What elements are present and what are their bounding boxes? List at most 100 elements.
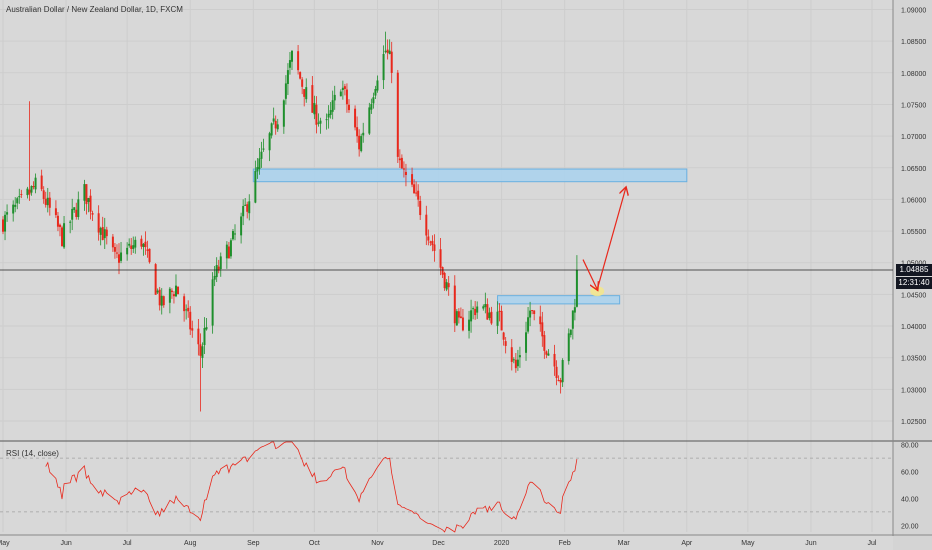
- candle-body: [339, 91, 342, 97]
- candle-body: [343, 86, 346, 89]
- candle-body: [512, 359, 515, 361]
- candle-body: [58, 224, 61, 227]
- candle-body: [445, 282, 448, 290]
- projection-arrow: [582, 259, 597, 290]
- candle-body: [217, 266, 220, 271]
- rsi-tick-label: 20.00: [901, 523, 919, 530]
- candle-body: [290, 50, 293, 62]
- candle-body: [34, 177, 37, 190]
- time-tick-label: Sep: [247, 540, 260, 547]
- candle-body: [146, 249, 149, 251]
- candle-body: [219, 256, 222, 270]
- candle-body: [575, 270, 578, 307]
- candle-body: [44, 198, 47, 205]
- candle-body: [543, 335, 546, 351]
- time-tick-label: May: [741, 540, 755, 547]
- candle-body: [156, 290, 159, 293]
- price-tick-label: 1.06500: [901, 166, 926, 173]
- candle-body: [413, 184, 416, 194]
- candle-body: [274, 120, 277, 129]
- candle-body: [439, 249, 442, 268]
- candle-body: [360, 136, 363, 152]
- candle-body: [28, 189, 31, 195]
- candle-body: [573, 307, 576, 313]
- price-tick-label: 1.06000: [901, 197, 926, 204]
- candle-body: [46, 197, 49, 206]
- time-tick-label: Jun: [60, 540, 71, 547]
- candle-body: [63, 223, 66, 248]
- candle-body: [118, 254, 121, 263]
- candle-body: [91, 213, 94, 215]
- candle-body: [490, 311, 493, 324]
- price-tick-label: 1.08500: [901, 39, 926, 46]
- candle-body: [571, 310, 574, 329]
- candle-body: [527, 317, 530, 332]
- candle-body: [89, 195, 92, 212]
- candle-body: [284, 83, 287, 99]
- candle-body: [374, 89, 377, 96]
- candle-body: [148, 248, 151, 263]
- time-tick-label: Aug: [184, 540, 197, 547]
- candle-body: [529, 310, 532, 318]
- candle-body: [113, 247, 116, 252]
- candle-body: [514, 359, 517, 369]
- candle-body: [126, 247, 129, 255]
- rsi-line: [45, 441, 578, 533]
- candle-body: [132, 245, 135, 249]
- candle-body: [248, 201, 251, 214]
- candle-body: [398, 158, 401, 161]
- candle-body: [518, 355, 521, 358]
- candle-body: [459, 316, 462, 319]
- time-tick-label: Jul: [868, 540, 877, 547]
- candle-body: [510, 347, 513, 362]
- candle-body: [301, 79, 304, 87]
- price-tick-label: 1.09000: [901, 7, 926, 14]
- candle-body: [457, 311, 460, 318]
- candle-body: [315, 104, 318, 125]
- candle-body: [311, 85, 314, 113]
- candle-body: [48, 197, 51, 208]
- candle-body: [547, 353, 550, 356]
- candle-body: [12, 204, 15, 214]
- candle-body: [333, 94, 336, 101]
- candle-body: [128, 243, 131, 246]
- candle-body: [6, 212, 9, 215]
- candle-body: [502, 332, 505, 340]
- candle-body: [260, 151, 263, 159]
- candle-body: [242, 206, 245, 217]
- candle-body: [162, 296, 165, 306]
- candle-body: [559, 380, 562, 383]
- candle-body: [197, 328, 200, 345]
- candle-body: [567, 333, 570, 362]
- projection-arrow: [596, 188, 625, 290]
- rsi-tick-label: 60.00: [901, 470, 919, 477]
- candle-body: [319, 120, 322, 124]
- candle-body: [272, 118, 275, 122]
- candle-body: [545, 351, 548, 355]
- candle-body: [345, 89, 348, 105]
- candle-body: [189, 311, 192, 330]
- candle-body: [541, 322, 544, 337]
- candle-body: [539, 316, 542, 325]
- price-tick-label: 1.04500: [901, 292, 926, 299]
- candle-body: [354, 108, 357, 128]
- candle-body: [187, 307, 190, 312]
- candle-body: [419, 200, 422, 216]
- time-tick-label: Jul: [123, 540, 132, 547]
- candle-body: [170, 290, 173, 293]
- candle-body: [144, 241, 147, 248]
- candle-body: [276, 124, 279, 130]
- candle-body: [205, 327, 208, 330]
- candle-body: [461, 317, 464, 331]
- candle-body: [270, 123, 273, 136]
- chart-title: Australian Dollar / New Zealand Dollar, …: [6, 5, 183, 14]
- candle-body: [569, 329, 572, 335]
- candle-body: [482, 306, 485, 309]
- candle-body: [101, 227, 104, 240]
- candle-body: [256, 167, 259, 172]
- time-tick-label: Jun: [805, 540, 816, 547]
- time-tick-label: 2020: [494, 540, 510, 547]
